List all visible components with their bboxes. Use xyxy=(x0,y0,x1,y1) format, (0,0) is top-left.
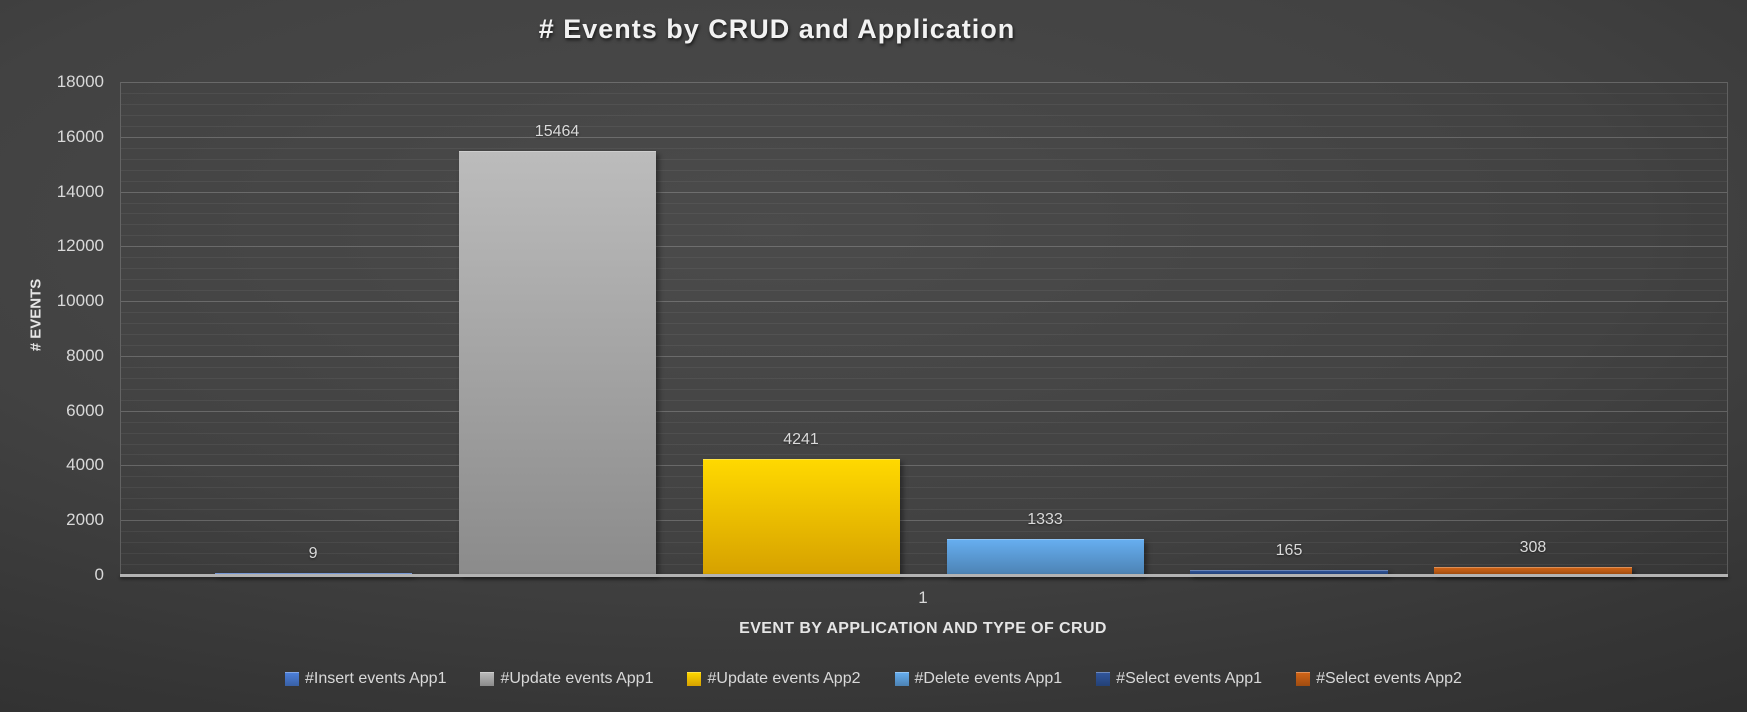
legend-swatch-icon xyxy=(480,672,495,686)
minor-gridline xyxy=(121,125,1727,127)
minor-gridline xyxy=(121,213,1727,215)
bar-select-events-app1[interactable] xyxy=(1190,570,1388,575)
major-gridline xyxy=(121,191,1727,193)
bar-value-label-update-events-app1: 15464 xyxy=(534,123,580,141)
minor-gridline xyxy=(121,476,1727,478)
minor-gridline xyxy=(121,564,1727,566)
minor-gridline xyxy=(121,147,1727,149)
minor-gridline xyxy=(121,509,1727,511)
bar-update-events-app2[interactable] xyxy=(702,458,900,575)
y-tick-label: 16000 xyxy=(56,126,104,146)
bar-select-events-app2[interactable] xyxy=(1434,566,1632,575)
y-tick-label: 8000 xyxy=(66,345,104,365)
minor-gridline xyxy=(121,333,1727,335)
bar-update-events-app1[interactable] xyxy=(458,151,656,575)
legend-item-select-events-app2[interactable]: #Select events App2 xyxy=(1296,670,1462,688)
y-tick-label: 14000 xyxy=(56,181,104,201)
legend-label: #Update events App2 xyxy=(707,670,861,687)
major-gridline xyxy=(121,520,1727,522)
y-tick-label: 0 xyxy=(94,565,104,584)
legend-item-delete-events-app1[interactable]: #Delete events App1 xyxy=(894,670,1063,688)
y-tick-label: 2000 xyxy=(66,510,104,530)
legend-label: #Select events App2 xyxy=(1316,670,1462,687)
minor-gridline xyxy=(121,279,1727,281)
y-tick-label: 18000 xyxy=(56,72,104,91)
minor-gridline xyxy=(121,202,1727,204)
bar-value-label-update-events-app2: 4241 xyxy=(783,430,819,448)
minor-gridline xyxy=(121,432,1727,434)
x-axis-line xyxy=(120,574,1728,577)
bar-value-label-insert-events-app1: 9 xyxy=(308,544,318,562)
minor-gridline xyxy=(121,235,1727,237)
major-gridline xyxy=(121,410,1727,412)
minor-gridline xyxy=(121,257,1727,259)
legend-label: #Insert events App1 xyxy=(305,670,447,687)
legend-item-insert-events-app1[interactable]: #Insert events App1 xyxy=(285,670,446,688)
major-gridline xyxy=(121,136,1727,138)
minor-gridline xyxy=(121,323,1727,325)
minor-gridline xyxy=(121,344,1727,346)
minor-gridline xyxy=(121,290,1727,292)
minor-gridline xyxy=(121,531,1727,533)
legend-swatch-icon xyxy=(1296,672,1311,686)
chart-legend: #Insert events App1 #Update events App1 #U… xyxy=(0,662,1747,696)
y-axis: 0 2000 4000 6000 8000 10000 12000 14000 16000 180… xyxy=(0,72,104,584)
bar-value-label-select-events-app2: 308 xyxy=(1519,538,1547,556)
y-tick-label: 4000 xyxy=(66,455,104,475)
minor-gridline xyxy=(121,498,1727,500)
legend-label: #Delete events App1 xyxy=(914,670,1063,687)
bar-insert-events-app1[interactable] xyxy=(214,572,412,575)
major-gridline xyxy=(121,355,1727,357)
legend-swatch-icon xyxy=(894,672,909,686)
bar-delete-events-app1[interactable] xyxy=(946,538,1144,575)
minor-gridline xyxy=(121,553,1727,555)
minor-gridline xyxy=(121,388,1727,390)
legend-item-update-events-app1[interactable]: #Update events App1 xyxy=(480,670,653,688)
major-gridline xyxy=(121,246,1727,248)
minor-gridline xyxy=(121,487,1727,489)
bar-value-label-select-events-app1: 165 xyxy=(1275,542,1303,560)
legend-item-update-events-app2[interactable]: #Update events App2 xyxy=(687,670,861,688)
y-tick-label: 12000 xyxy=(56,236,104,256)
minor-gridline xyxy=(121,158,1727,160)
chart-title: # Events by CRUD and Application xyxy=(538,14,1016,44)
minor-gridline xyxy=(121,454,1727,456)
legend-swatch-icon xyxy=(687,672,702,686)
minor-gridline xyxy=(121,312,1727,314)
minor-gridline xyxy=(121,366,1727,368)
major-gridline xyxy=(121,465,1727,467)
legend-label: #Update events App1 xyxy=(500,670,654,687)
x-category-label: 1 xyxy=(918,588,928,607)
minor-gridline xyxy=(121,542,1727,544)
minor-gridline xyxy=(121,169,1727,171)
legend-label: #Select events App1 xyxy=(1116,670,1263,687)
legend-item-select-events-app1[interactable]: #Select events App1 xyxy=(1096,670,1262,688)
minor-gridline xyxy=(121,421,1727,423)
minor-gridline xyxy=(121,114,1727,116)
y-tick-label: 10000 xyxy=(56,291,104,311)
minor-gridline xyxy=(121,268,1727,270)
legend-swatch-icon xyxy=(285,672,300,686)
x-axis-title: EVENT BY APPLICATION AND TYPE OF CRUD xyxy=(739,620,1107,637)
y-tick-label: 6000 xyxy=(66,400,104,420)
plot-area: 9 15464 4241 1333 165 308 xyxy=(120,82,1728,577)
minor-gridline xyxy=(121,377,1727,379)
major-gridline xyxy=(121,82,1727,83)
legend-swatch-icon xyxy=(1096,672,1111,686)
minor-gridline xyxy=(121,180,1727,182)
minor-gridline xyxy=(121,399,1727,401)
minor-gridline xyxy=(121,103,1727,105)
minor-gridline xyxy=(121,443,1727,445)
major-gridline xyxy=(121,301,1727,303)
minor-gridline xyxy=(121,224,1727,226)
bar-value-label-delete-events-app1: 1333 xyxy=(1027,510,1063,528)
minor-gridline xyxy=(121,92,1727,94)
